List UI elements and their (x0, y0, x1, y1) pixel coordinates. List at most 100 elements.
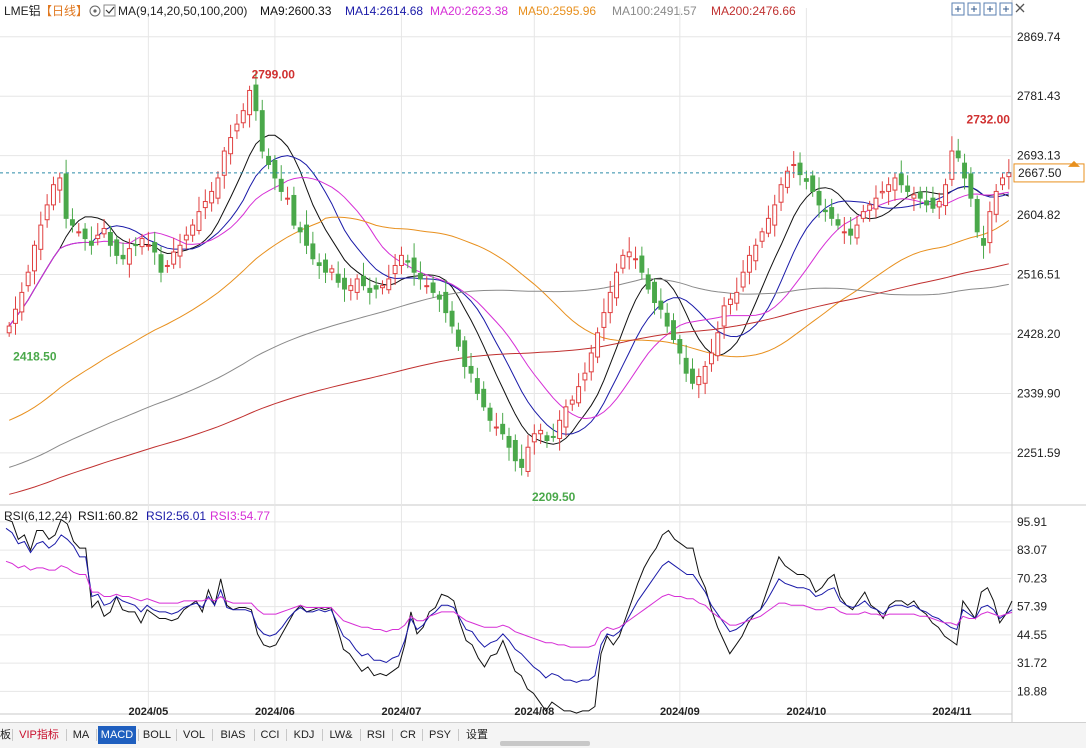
candle-down (955, 150, 961, 159)
candle-up (784, 170, 790, 188)
candle-down (361, 275, 366, 287)
candle-up (727, 298, 733, 306)
candle-down (323, 259, 328, 273)
tab-cr[interactable]: CR (400, 729, 416, 741)
candle-up (398, 254, 404, 266)
candle-down (310, 243, 316, 260)
tab-bias[interactable]: BIAS (220, 729, 246, 741)
candle-up (57, 177, 63, 191)
rsi-y-tick-label: 95.91 (1017, 515, 1047, 529)
tab-separator (392, 729, 393, 741)
candle-down (968, 173, 974, 199)
candle-up (19, 291, 25, 313)
candle-down (259, 110, 265, 152)
candle-down (107, 231, 113, 246)
ma-params-label: MA(9,14,20,50,100,200) (118, 4, 247, 18)
candle-up (329, 268, 335, 273)
tab-board[interactable]: 板 (0, 729, 11, 741)
tab-macd[interactable]: MACD (98, 726, 136, 744)
candle-down (468, 365, 474, 374)
settings-icon-dot (93, 9, 97, 13)
candle-down (835, 219, 841, 226)
candle-down (367, 287, 373, 293)
tab-separator (322, 729, 323, 741)
candle-down (981, 238, 986, 246)
candle-up (234, 123, 240, 132)
tab-rsi[interactable]: RSI (366, 729, 386, 741)
candle-down (158, 254, 164, 273)
x-tick-label: 2024/05 (128, 706, 168, 718)
horizontal-scrollbar[interactable] (500, 741, 590, 746)
ma-value-label: MA14:2614.68 (345, 4, 423, 18)
candle-up (601, 312, 607, 328)
zoom-in-icon-glyph (955, 6, 961, 12)
candle-up (588, 352, 594, 373)
symbol-label: LME铝 (4, 3, 41, 18)
candle-down (291, 194, 297, 226)
tab-ma[interactable]: MA (72, 729, 90, 741)
candle-down (658, 300, 664, 310)
ma-value-label: MA9:2600.33 (260, 4, 332, 18)
ma-value-label: MA200:2476.66 (711, 4, 796, 18)
restore-icon-glyph (1003, 6, 1009, 12)
tab-boll[interactable]: BOLL (142, 729, 172, 741)
candle-down (253, 84, 259, 112)
x-tick-label: 2024/07 (382, 706, 422, 718)
candle-up (190, 224, 196, 236)
rsi2-line (5, 527, 1013, 683)
x-tick-label: 2024/06 (255, 706, 295, 718)
candle-up (126, 248, 132, 265)
candle-up (740, 271, 746, 288)
candle-up (32, 244, 37, 272)
tab-settings[interactable]: 设置 (466, 729, 488, 741)
tab-separator (422, 729, 423, 741)
tab-separator (458, 729, 459, 741)
candle-up (595, 332, 601, 358)
candle-up (563, 406, 569, 428)
candle-down (417, 273, 423, 280)
candle-down (462, 340, 468, 367)
tab-lw[interactable]: LW& (329, 729, 353, 741)
candle-down (474, 378, 480, 394)
candle-up (379, 285, 385, 289)
candle-down (519, 458, 525, 468)
candle-down (639, 255, 645, 273)
candle-down (810, 175, 816, 192)
indicator-tab-bar: 板 VIP指标 MA MACD BOLL VOL BIAS CCI KDJ LW& RSI CR PSY… (0, 722, 1086, 748)
y-tick-label: 2339.90 (1017, 386, 1061, 400)
candle-down (974, 199, 980, 233)
candle-down (683, 357, 689, 374)
ma100-line (9, 278, 1009, 468)
candle-up (721, 305, 727, 327)
candle-up (139, 238, 145, 248)
candle-up (620, 254, 626, 269)
candle-down (455, 329, 461, 347)
tab-cci[interactable]: CCI (260, 729, 280, 741)
ma-value-label: MA50:2595.96 (518, 4, 596, 18)
candle-up (860, 211, 866, 219)
candle-down (550, 435, 556, 438)
candle-up (734, 291, 740, 304)
candle-up (987, 211, 993, 244)
extreme-label: 2418.50 (13, 350, 57, 364)
price-arrow-icon (1068, 160, 1080, 167)
candle-down (266, 155, 272, 166)
candle-up (753, 244, 759, 262)
candle-up (879, 190, 885, 194)
tab-kdj[interactable]: KDJ (293, 729, 315, 741)
candle-down (297, 227, 303, 233)
tab-vip[interactable]: VIP指标 (19, 729, 59, 741)
rsi-value-label: RSI2:56.01 (146, 509, 206, 523)
candle-down (500, 423, 506, 435)
candle-down (443, 291, 449, 314)
candle-up (626, 251, 632, 258)
rsi-y-tick-label: 83.07 (1017, 543, 1047, 557)
candle-up (696, 376, 702, 386)
candle-up (95, 234, 101, 240)
tab-separator (286, 729, 287, 741)
tab-psy[interactable]: PSY (428, 729, 451, 741)
indicator-check-icon (105, 6, 115, 14)
y-tick-label: 2251.59 (1017, 446, 1061, 460)
ma200-line (9, 263, 1009, 495)
tab-vol[interactable]: VOL (182, 729, 205, 741)
